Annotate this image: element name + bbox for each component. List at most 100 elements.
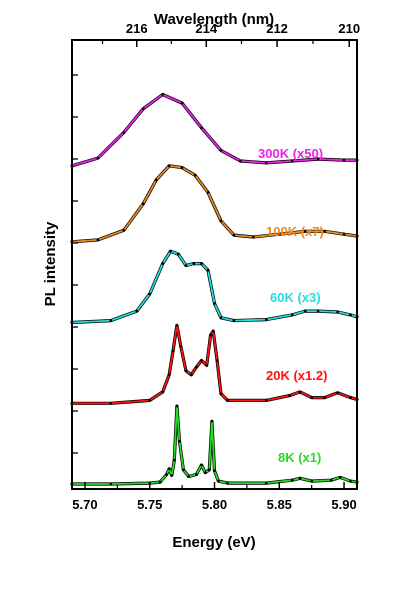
- data-point: [213, 302, 216, 305]
- x2-axis-tick-label: 216: [126, 21, 148, 36]
- data-point: [109, 482, 113, 486]
- data-point: [310, 479, 314, 483]
- data-point: [169, 249, 172, 253]
- data-point: [184, 264, 188, 267]
- data-point: [175, 404, 179, 408]
- data-point: [349, 396, 352, 399]
- axis-layer: 5.70 5.75 5.80 5.85 5.90 216 214 212 210: [72, 21, 360, 512]
- data-point: [200, 262, 203, 265]
- data-point: [205, 364, 208, 367]
- data-point: [96, 238, 100, 242]
- data-point: [342, 232, 346, 236]
- data-point: [122, 229, 126, 232]
- data-point: [200, 126, 203, 130]
- data-point: [200, 359, 203, 362]
- data-point: [179, 345, 183, 348]
- data-point: [290, 313, 294, 317]
- series-fit-line: [71, 405, 358, 485]
- data-point: [232, 319, 236, 322]
- data-point: [141, 107, 145, 111]
- data-point: [208, 468, 211, 472]
- data-point: [170, 474, 174, 477]
- data-point: [195, 365, 198, 369]
- x-axis-tick-label: 5.85: [267, 497, 292, 512]
- data-point: [213, 469, 216, 473]
- y-axis-title: PL intensity: [42, 221, 59, 306]
- data-point: [316, 157, 320, 161]
- series-label: 100K (x7): [266, 224, 324, 239]
- data-point: [219, 219, 223, 223]
- data-point: [195, 473, 198, 476]
- data-point: [167, 164, 171, 168]
- data-point: [176, 252, 180, 256]
- data-point: [265, 161, 268, 165]
- data-point: [187, 475, 190, 478]
- data-point: [219, 149, 223, 152]
- data-point: [211, 329, 215, 333]
- data-point: [109, 402, 113, 405]
- series-label-layer: 8K (x1) 20K (x1.2) 60K (x3) 100K (x7) 300K (…: [258, 146, 327, 465]
- x2-axis-title: Wavelength (nm): [154, 11, 274, 28]
- x2-axis-tick-label: 212: [266, 21, 288, 36]
- data-point: [173, 459, 176, 462]
- data-point: [171, 349, 175, 353]
- series-label: 8K (x1): [278, 450, 321, 465]
- data-point: [290, 159, 294, 163]
- data-point: [278, 232, 281, 236]
- series-fit-line: [71, 324, 358, 405]
- x2-axis-tick-label: 210: [338, 21, 360, 36]
- data-point: [265, 481, 268, 485]
- data-point: [210, 420, 214, 423]
- data-point: [189, 373, 193, 377]
- data-point: [303, 309, 307, 313]
- data-point: [310, 396, 314, 399]
- data-point: [226, 399, 229, 402]
- data-point: [323, 396, 326, 399]
- data-point: [298, 477, 302, 480]
- data-point: [165, 473, 168, 476]
- data-point: [303, 230, 307, 233]
- data-point: [265, 399, 268, 402]
- data-point: [148, 399, 151, 402]
- data-point: [175, 324, 179, 327]
- data-point: [141, 202, 145, 206]
- data-point: [167, 467, 171, 471]
- data-point: [338, 476, 342, 479]
- data-point: [167, 373, 171, 377]
- data-point: [184, 369, 188, 373]
- data-point: [290, 478, 294, 482]
- x2-axis-tick-label: 214: [195, 21, 217, 36]
- data-point: [192, 262, 196, 265]
- data-point: [215, 359, 219, 362]
- data-point: [180, 101, 184, 105]
- data-point: [336, 391, 339, 395]
- data-point: [209, 333, 212, 337]
- data-point: [226, 481, 229, 485]
- data-point: [298, 390, 302, 394]
- series-label: 300K (x50): [258, 146, 323, 161]
- data-point: [96, 156, 100, 160]
- data-point: [200, 463, 203, 467]
- data-point: [135, 309, 139, 313]
- data-point: [180, 166, 184, 169]
- data-point: [148, 292, 151, 296]
- data-point: [161, 93, 164, 96]
- data-point: [316, 309, 320, 313]
- data-point: [349, 313, 352, 317]
- data-point: [239, 159, 242, 163]
- data-point: [109, 319, 113, 322]
- series-fit-line: [71, 93, 358, 167]
- x-axis-title: Energy (eV): [172, 534, 255, 551]
- data-point: [204, 471, 207, 474]
- data-point: [349, 479, 352, 483]
- data-point: [219, 392, 223, 396]
- data-point: [161, 390, 164, 394]
- data-point: [193, 174, 197, 177]
- data-point: [217, 479, 220, 483]
- x-axis-tick-label: 5.75: [137, 497, 162, 512]
- data-point: [336, 310, 339, 314]
- data-point: [232, 233, 236, 237]
- data-point: [182, 468, 185, 472]
- data-point: [329, 478, 333, 482]
